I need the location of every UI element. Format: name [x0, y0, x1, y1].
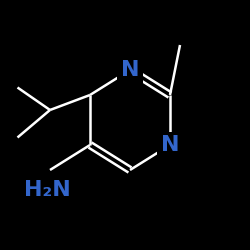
- Text: N: N: [161, 135, 179, 155]
- Text: N: N: [121, 60, 139, 80]
- Text: H₂N: H₂N: [24, 180, 71, 200]
